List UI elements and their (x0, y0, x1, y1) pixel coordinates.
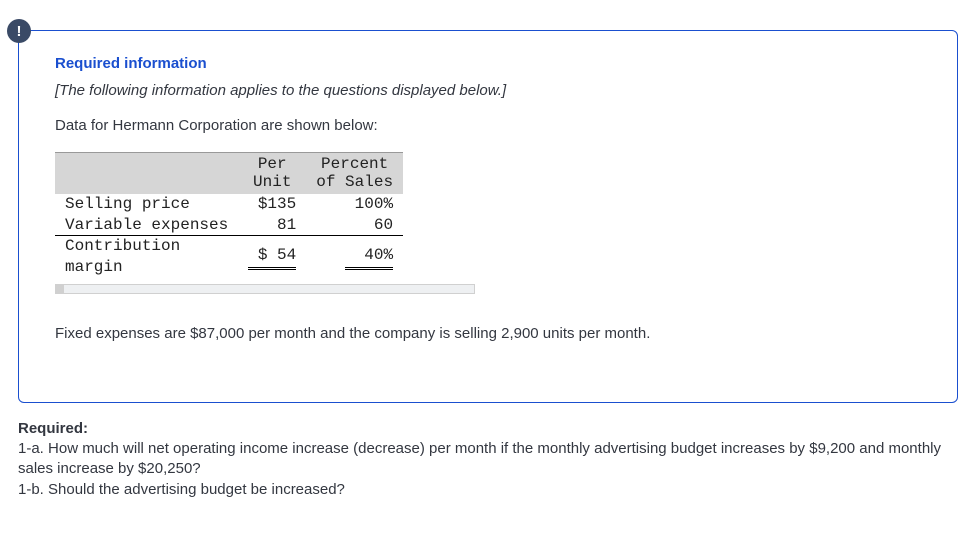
row-label: Variable expenses (55, 215, 238, 236)
required-title: Required information (55, 55, 927, 72)
table-row: Contributionmargin $ 54 40% (55, 236, 403, 278)
info-card: ! Required information [The following in… (18, 30, 958, 403)
info-icon-glyph: ! (17, 23, 22, 40)
intro-note: [The following information applies to th… (55, 82, 927, 99)
required-heading: Required: (18, 419, 958, 439)
table-header-percent: Percentof Sales (306, 153, 403, 194)
fixed-expenses-text: Fixed expenses are $87,000 per month and… (55, 325, 927, 342)
horizontal-scrollbar[interactable] (55, 284, 475, 294)
table-header-per-unit: PerUnit (238, 153, 306, 194)
row-label: Contributionmargin (55, 236, 238, 278)
table-row: Variable expenses 81 60 (55, 215, 403, 236)
row-per-unit: $ 54 (238, 236, 306, 278)
data-table-wrap: PerUnit Percentof Sales Selling price $1… (55, 152, 475, 294)
data-table: PerUnit Percentof Sales Selling price $1… (55, 152, 403, 278)
row-label: Selling price (55, 194, 238, 215)
table-row: Selling price $135 100% (55, 194, 403, 215)
info-icon: ! (7, 19, 31, 43)
question-1a: 1-a. How much will net operating income … (18, 439, 958, 480)
table-header-row: PerUnit Percentof Sales (55, 153, 403, 194)
data-intro: Data for Hermann Corporation are shown b… (55, 117, 927, 134)
row-per-unit: 81 (238, 215, 306, 236)
row-percent: 100% (306, 194, 403, 215)
required-block: Required: 1-a. How much will net operati… (18, 419, 958, 500)
table-header-blank (55, 153, 238, 194)
scrollbar-thumb[interactable] (56, 285, 64, 293)
row-percent: 40% (306, 236, 403, 278)
row-per-unit: $135 (238, 194, 306, 215)
question-1b: 1-b. Should the advertising budget be in… (18, 480, 958, 500)
row-percent: 60 (306, 215, 403, 236)
